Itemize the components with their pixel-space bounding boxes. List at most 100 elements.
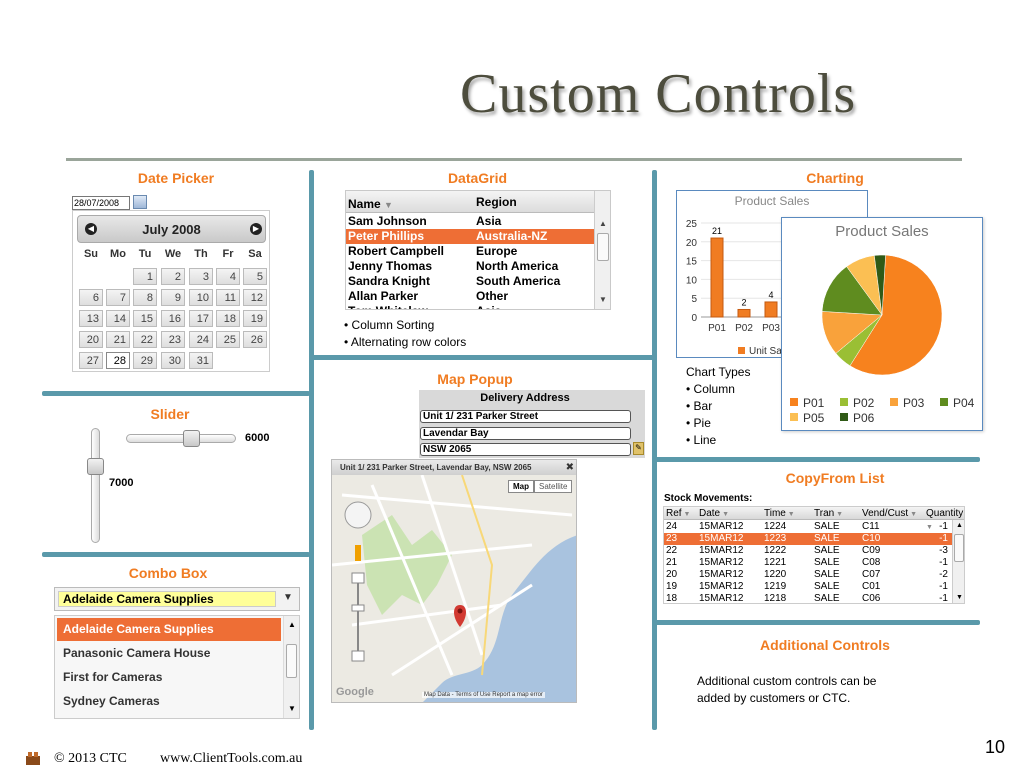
chart-type-item: • Pie [686, 416, 711, 430]
calendar-day[interactable]: 10 [189, 289, 213, 306]
calendar-day[interactable]: 31 [189, 352, 213, 369]
calendar-day[interactable]: 18 [216, 310, 240, 327]
table-row[interactable]: Peter Phillips Australia-NZ [346, 229, 594, 244]
calendar-day[interactable]: 3 [189, 268, 213, 285]
legend-label: P06 [853, 411, 875, 425]
column-header-name[interactable]: Name ▼ [348, 197, 393, 211]
horizontal-slider-value: 6000 [245, 432, 270, 444]
calendar-day[interactable]: 6 [79, 289, 103, 306]
divider-middle [312, 355, 654, 360]
horizontal-slider[interactable] [126, 430, 236, 447]
table-row[interactable]: Tom Whitelaw Asia [346, 304, 594, 309]
calendar-day[interactable]: 4 [216, 268, 240, 285]
map-type-buttons: Map Satellite [508, 480, 573, 493]
column-header[interactable]: Date ▼ [699, 508, 729, 519]
horizontal-slider-thumb[interactable] [182, 430, 200, 447]
table-row[interactable]: 23 15MAR12 1223 SALE C10 -1 [664, 533, 952, 545]
table-row[interactable]: 18 15MAR12 1218 SALE C06 -1 [664, 593, 952, 604]
chevron-down-icon[interactable]: ▼ [283, 592, 293, 603]
calendar-day[interactable]: 12 [243, 289, 267, 306]
calendar-icon[interactable] [133, 195, 147, 209]
cell-qty: -1 [939, 593, 948, 604]
address-line1-field[interactable]: Unit 1/ 231 Parker Street [420, 410, 631, 423]
calendar-day[interactable]: 1 [133, 268, 157, 285]
table-row[interactable]: 20 15MAR12 1220 SALE C07 -2 [664, 569, 952, 581]
cell-vend: C10 [862, 533, 881, 544]
prev-month-icon[interactable]: ◀ [85, 223, 97, 235]
calendar-day[interactable]: 23 [161, 331, 185, 348]
vertical-slider[interactable] [87, 428, 104, 543]
calendar-day[interactable]: 15 [133, 310, 157, 327]
calendar-day[interactable]: 14 [106, 310, 130, 327]
cell-date: 15MAR12 [699, 593, 744, 604]
calendar-day[interactable]: 19 [243, 310, 267, 327]
combo-option[interactable]: Sydney Cameras [63, 694, 160, 708]
divider-left-1 [42, 391, 310, 396]
date-input[interactable]: 28/07/2008 [72, 196, 130, 210]
calendar-day[interactable]: 22 [133, 331, 157, 348]
calendar-day[interactable]: 24 [189, 331, 213, 348]
scroll-down-icon: ▼ [288, 704, 296, 713]
calendar-day[interactable]: 13 [79, 310, 103, 327]
map-popup-title: Map Popup [437, 371, 513, 387]
column-header[interactable]: Ref ▼ [666, 508, 691, 519]
cell-vend: C06 [862, 593, 881, 604]
datagrid-scrollbar[interactable]: ▲ ▼ [594, 191, 610, 309]
table-row[interactable]: 24 15MAR12 1224 SALE C11 -1 [664, 521, 952, 533]
satellite-button[interactable]: Satellite [534, 480, 573, 493]
column-header[interactable]: Vend/Cust ▼ [862, 508, 918, 519]
combo-option[interactable]: Adelaide Camera Supplies [57, 618, 281, 641]
table-row[interactable]: 21 15MAR12 1221 SALE C08 -1 [664, 557, 952, 569]
calendar-day[interactable]: 29 [133, 352, 157, 369]
footer-url[interactable]: www.ClientTools.com.au [160, 751, 303, 766]
chart-types-list: Chart Types • Column • Bar • Pie • Line [686, 364, 750, 449]
table-row[interactable]: Jenny Thomas North America [346, 259, 594, 274]
bar [764, 301, 778, 318]
address-line3-field[interactable]: NSW 2065 [420, 443, 631, 456]
calendar-day[interactable]: 27 [79, 352, 103, 369]
calendar-day[interactable]: 30 [161, 352, 185, 369]
pie-slice [821, 266, 883, 316]
map-button[interactable]: Map [508, 480, 534, 493]
map-canvas[interactable] [332, 475, 577, 703]
column-header[interactable]: Tran ▼ [814, 508, 844, 519]
vertical-slider-thumb[interactable] [87, 458, 104, 476]
table-row[interactable]: 22 15MAR12 1222 SALE C09 -3 [664, 545, 952, 557]
calendar-day[interactable]: 25 [216, 331, 240, 348]
table-row[interactable]: Sandra Knight South America [346, 274, 594, 289]
map-lookup-icon[interactable]: ✎ [633, 442, 644, 455]
table-row[interactable]: Allan Parker Other [346, 289, 594, 304]
calendar-day[interactable]: 11 [216, 289, 240, 306]
column-header-region[interactable]: Region [476, 195, 517, 209]
close-icon[interactable]: ✖ [565, 462, 574, 473]
combo-option[interactable]: Panasonic Camera House [63, 646, 211, 660]
calendar-day[interactable]: 28 [106, 352, 130, 369]
divider-vertical-left [309, 170, 314, 730]
calendar-day[interactable]: 8 [133, 289, 157, 306]
combo-option[interactable]: First for Cameras [63, 670, 163, 684]
table-row[interactable]: Sam Johnson Asia [346, 214, 594, 229]
calendar-day[interactable]: 16 [161, 310, 185, 327]
table-row[interactable]: Robert Campbell Europe [346, 244, 594, 259]
cell-region: South America [476, 274, 561, 288]
table-row[interactable]: 19 15MAR12 1219 SALE C01 -1 [664, 581, 952, 593]
calendar-day[interactable]: 7 [106, 289, 130, 306]
calendar-day[interactable]: 26 [243, 331, 267, 348]
column-header[interactable]: Quantity ▼ [926, 508, 964, 531]
calendar-day[interactable]: 2 [161, 268, 185, 285]
calendar-day[interactable]: 20 [79, 331, 103, 348]
combo-input[interactable]: Adelaide Camera Supplies [58, 591, 276, 607]
chart-types-label: Chart Types [686, 365, 751, 379]
next-month-icon[interactable]: ▶ [250, 223, 262, 235]
calendar-day[interactable]: 17 [189, 310, 213, 327]
charting-title: Charting [806, 170, 864, 186]
combo-scrollbar[interactable]: ▲ ▼ [283, 616, 299, 718]
copyfrom-scrollbar[interactable]: ▲ ▼ [952, 520, 964, 603]
calendar-day[interactable]: 5 [243, 268, 267, 285]
column-header[interactable]: Time ▼ [764, 508, 795, 519]
address-line2-field[interactable]: Lavendar Bay [420, 427, 631, 440]
combo-box[interactable]: Adelaide Camera Supplies ▼ [54, 587, 300, 611]
calendar-day[interactable]: 9 [161, 289, 185, 306]
map-footer[interactable]: Map Data - Terms of Use Report a map err… [422, 692, 545, 698]
calendar-day[interactable]: 21 [106, 331, 130, 348]
